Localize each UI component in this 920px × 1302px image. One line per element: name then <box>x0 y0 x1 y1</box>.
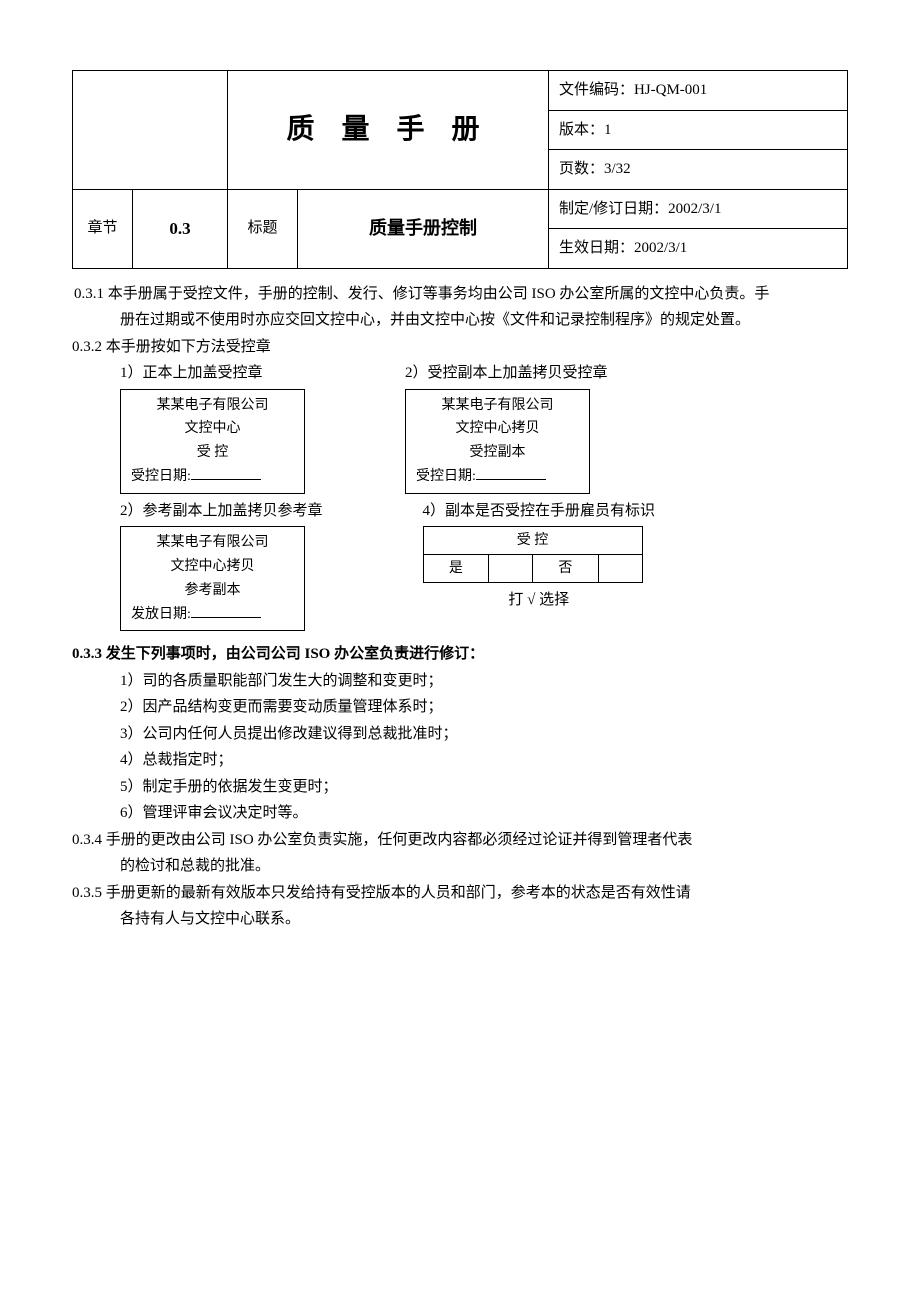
stamp-3-line2: 文控中心拷贝 <box>131 555 294 579</box>
check-block-4: 4）副本是否受控在手册雇员有标识 受 控 是 否 打 √ 选择 <box>423 500 656 632</box>
stamp-1-line2: 文控中心 <box>131 417 294 441</box>
version-cell: 版本：1 <box>548 110 847 150</box>
prefix: 受控日期: <box>416 469 476 484</box>
stamp-block-1: 1）正本上加盖受控章 某某电子有限公司 文控中心 受 控 受控日期: <box>120 362 305 494</box>
check-no-box <box>598 555 642 583</box>
stamp-2-line3: 受控副本 <box>416 441 579 465</box>
stamp-3-line4: 发放日期: <box>131 603 294 627</box>
value: HJ-QM-001 <box>634 82 707 98</box>
underline <box>476 468 546 480</box>
list-item: 2）因产品结构变更而需要变动质量管理体系时； <box>72 696 848 719</box>
paragraph-034-line1: 0.3.4 手册的更改由公司 ISO 办公室负责实施，任何更改内容都必须经过论证… <box>72 829 848 852</box>
prefix: 发放日期: <box>131 607 191 622</box>
stamp-2-box: 某某电子有限公司 文控中心拷贝 受控副本 受控日期: <box>405 389 590 494</box>
stamp-1-line4: 受控日期: <box>131 465 294 489</box>
list-item: 1）司的各质量职能部门发生大的调整和变更时； <box>72 670 848 693</box>
underline <box>191 468 261 480</box>
list-item: 3）公司内任何人员提出修改建议得到总裁批准时； <box>72 723 848 746</box>
label: 文件编码： <box>559 82 634 98</box>
label: 生效日期： <box>559 240 634 256</box>
stamp-2-label: 2）受控副本上加盖拷贝受控章 <box>405 362 608 385</box>
paragraph-031-line1: 0.3.1 本手册属于受控文件，手册的控制、发行、修订等事务均由公司 ISO 办… <box>72 283 848 306</box>
stamp-1-line3: 受 控 <box>131 441 294 465</box>
paragraph-035-line1: 0.3.5 手册更新的最新有效版本只发给持有受控版本的人员和部门，参考本的状态是… <box>72 882 848 905</box>
revision-date-cell: 制定/修订日期：2002/3/1 <box>548 189 847 229</box>
stamp-3-line1: 某某电子有限公司 <box>131 531 294 555</box>
stamp-3-label: 2）参考副本上加盖拷贝参考章 <box>120 500 323 523</box>
prefix: 受控日期: <box>131 469 191 484</box>
check-no-label: 否 <box>533 555 599 583</box>
check-yes-label: 是 <box>423 555 489 583</box>
stamp-2-line4: 受控日期: <box>416 465 579 489</box>
stamp-2-line2: 文控中心拷贝 <box>416 417 579 441</box>
document-body: 0.3.1 本手册属于受控文件，手册的控制、发行、修订等事务均由公司 ISO 办… <box>72 269 848 931</box>
check-yes-box <box>489 555 533 583</box>
list-item: 6）管理评审会议决定时等。 <box>72 802 848 825</box>
stamp-block-3: 2）参考副本上加盖拷贝参考章 某某电子有限公司 文控中心拷贝 参考副本 发放日期… <box>120 500 323 632</box>
value: 2002/3/1 <box>634 240 687 256</box>
paragraph-034-line2: 的检讨和总裁的批准。 <box>72 855 848 878</box>
doc-code-cell: 文件编码：HJ-QM-001 <box>548 71 847 111</box>
label: 页数： <box>559 161 604 177</box>
value: 2002/3/1 <box>668 201 721 217</box>
stamp-1-line1: 某某电子有限公司 <box>131 394 294 418</box>
effective-date-cell: 生效日期：2002/3/1 <box>548 229 847 269</box>
main-title: 质 量 手 册 <box>228 71 549 190</box>
paragraph-032: 0.3.2 本手册按如下方法受控章 <box>72 336 848 359</box>
check-4-label: 4）副本是否受控在手册雇员有标识 <box>423 500 656 523</box>
document-subtitle: 质量手册控制 <box>298 189 549 268</box>
stamp-3-box: 某某电子有限公司 文控中心拷贝 参考副本 发放日期: <box>120 526 305 631</box>
title-label: 标题 <box>228 189 298 268</box>
logo-cell <box>73 71 228 190</box>
stamp-3-line3: 参考副本 <box>131 579 294 603</box>
stamp-row-1: 1）正本上加盖受控章 某某电子有限公司 文控中心 受 控 受控日期: 2）受控副… <box>120 362 848 494</box>
paragraph-031-line2: 册在过期或不使用时亦应交回文控中心，并由文控中心按《文件和记录控制程序》的规定处… <box>72 309 848 332</box>
paragraph-035-line2: 各持有人与文控中心联系。 <box>72 908 848 931</box>
page-cell: 页数：3/32 <box>548 150 847 190</box>
list-item: 4）总裁指定时； <box>72 749 848 772</box>
label: 版本： <box>559 122 604 138</box>
stamp-row-2: 2）参考副本上加盖拷贝参考章 某某电子有限公司 文控中心拷贝 参考副本 发放日期… <box>120 500 848 632</box>
paragraph-033-title: 0.3.3 发生下列事项时，由公司公司 ISO 办公室负责进行修订： <box>72 643 848 666</box>
document-header-table: 质 量 手 册 文件编码：HJ-QM-001 版本：1 页数：3/32 章节 0… <box>72 70 848 269</box>
stamp-1-box: 某某电子有限公司 文控中心 受 控 受控日期: <box>120 389 305 494</box>
value: 1 <box>604 122 612 138</box>
section-number: 0.3 <box>133 189 228 268</box>
underline <box>191 606 261 618</box>
value: 3/32 <box>604 161 631 177</box>
stamp-2-line1: 某某电子有限公司 <box>416 394 579 418</box>
check-header: 受 控 <box>423 527 642 555</box>
label: 制定/修订日期： <box>559 201 668 217</box>
stamp-block-2: 2）受控副本上加盖拷贝受控章 某某电子有限公司 文控中心拷贝 受控副本 受控日期… <box>405 362 608 494</box>
section-label: 章节 <box>73 189 133 268</box>
list-item: 5）制定手册的依据发生变更时； <box>72 776 848 799</box>
controlled-check-table: 受 控 是 否 <box>423 526 643 583</box>
stamp-1-label: 1）正本上加盖受控章 <box>120 362 305 385</box>
check-note: 打 √ 选择 <box>423 589 656 612</box>
